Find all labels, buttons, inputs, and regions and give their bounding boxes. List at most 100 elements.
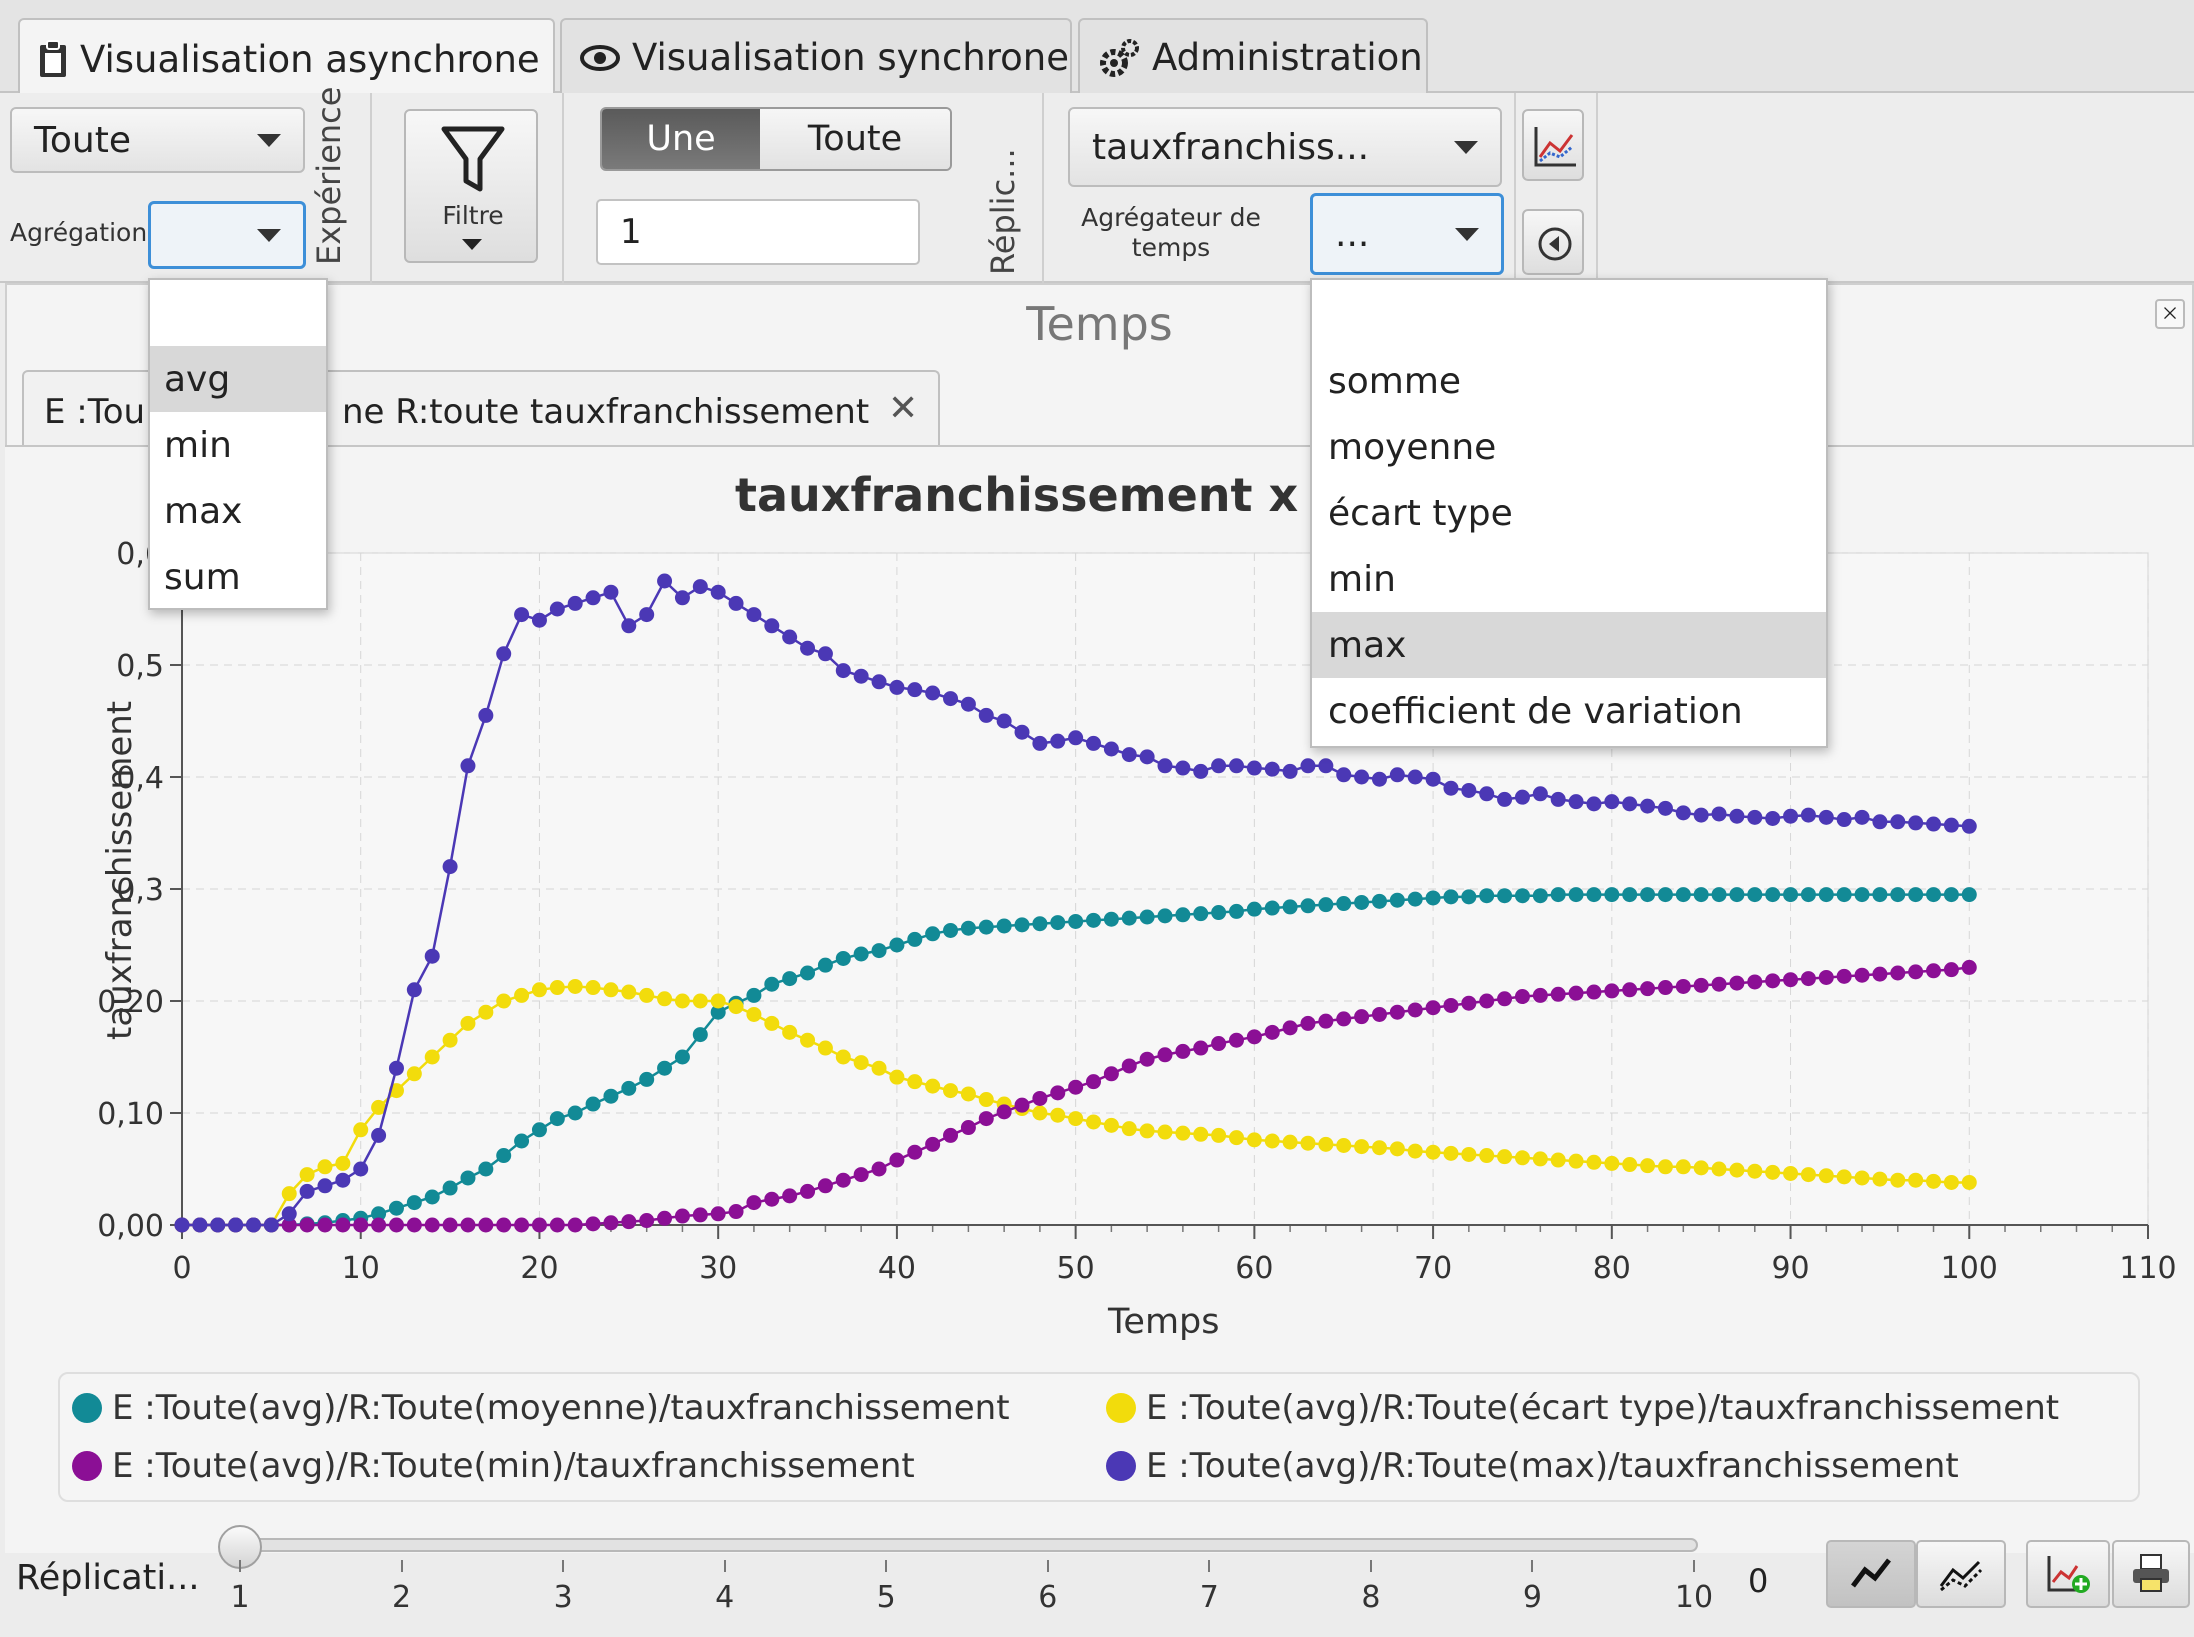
add-chart-icon [2047, 1556, 2090, 1593]
data-point [1318, 1136, 1334, 1152]
panel-collapse-button[interactable]: ⨉ [2155, 299, 2185, 329]
printer-icon [2133, 1554, 2169, 1592]
replication-input[interactable]: 1 [596, 199, 920, 265]
data-point [1157, 908, 1173, 924]
dropdown-item-moyenne[interactable]: moyenne [1328, 426, 1497, 468]
data-point [460, 1170, 476, 1186]
dropdown-item-somme[interactable]: somme [1328, 360, 1462, 402]
data-point [1943, 1174, 1959, 1190]
tab-administration[interactable]: Administration [1078, 18, 1428, 95]
time-aggregator-combo[interactable]: ... [1310, 193, 1504, 275]
data-point [531, 1122, 547, 1138]
data-point [1550, 986, 1566, 1002]
data-point [1854, 809, 1870, 825]
slider-value: 0 [1748, 1562, 1769, 1600]
data-point [1389, 1141, 1405, 1157]
print-button[interactable] [2112, 1540, 2190, 1608]
data-point [1854, 1170, 1870, 1186]
data-point [835, 1049, 851, 1065]
data-point [1568, 887, 1584, 903]
slider-tick-label: 5 [876, 1580, 896, 1615]
scatter-mode-button[interactable] [1916, 1540, 2006, 1608]
data-point [567, 1217, 583, 1233]
slider-label: Réplicati... [16, 1558, 200, 1598]
data-point [674, 590, 690, 606]
aggregation-combo[interactable] [148, 201, 306, 269]
data-point [1622, 982, 1638, 998]
data-point [1086, 912, 1102, 928]
dropdown-item-sum[interactable]: sum [164, 556, 241, 598]
tab-sync-visualisation[interactable]: Visualisation synchrone [560, 18, 1072, 95]
x-tick-label: 50 [1057, 1251, 1095, 1286]
data-point [639, 1071, 655, 1087]
filter-button[interactable]: Filtre [404, 109, 538, 263]
data-point [1121, 1058, 1137, 1074]
data-point [1604, 887, 1620, 903]
data-point [585, 1216, 601, 1232]
chart-type-button[interactable] [1522, 109, 1584, 181]
dropdown-item-max[interactable]: max [164, 490, 243, 532]
x-tick-label: 30 [699, 1251, 737, 1286]
data-point [192, 1217, 208, 1233]
dropdown-item-ecart-type[interactable]: écart type [1328, 492, 1513, 534]
line-mode-button[interactable] [1826, 1540, 1916, 1608]
data-point [1675, 887, 1691, 903]
data-point [1568, 985, 1584, 1001]
collapse-button[interactable] [1522, 209, 1584, 275]
data-point [1657, 800, 1673, 816]
dropdown-item-empty[interactable] [150, 280, 326, 346]
data-point [1514, 888, 1530, 904]
time-aggregator-label-line2: temps [1131, 233, 1211, 262]
data-point [1264, 900, 1280, 916]
close-icon[interactable]: ✕ [888, 388, 919, 429]
data-point [1604, 983, 1620, 999]
slider-tick [1369, 1560, 1372, 1572]
dropdown-item-max[interactable]: max [1312, 612, 1826, 678]
y-tick-label: 0,20 [97, 985, 164, 1020]
data-point [1014, 1097, 1030, 1113]
data-point [1193, 906, 1209, 922]
tab-async-visualisation[interactable]: Visualisation asynchrone [18, 18, 555, 98]
slider-tick-label: 1 [230, 1580, 250, 1615]
data-point [317, 1159, 333, 1175]
experience-combo[interactable]: Toute [10, 107, 305, 173]
data-point [388, 1060, 404, 1076]
data-point [1086, 1074, 1102, 1090]
data-point [1872, 814, 1888, 830]
toggle-one-button[interactable]: Une [602, 109, 760, 169]
add-chart-button[interactable] [2026, 1540, 2110, 1608]
data-point [1300, 758, 1316, 774]
data-point [621, 984, 637, 1000]
data-point [585, 1096, 601, 1112]
data-point [1103, 1066, 1119, 1082]
data-point [1532, 1151, 1548, 1167]
data-point [782, 1188, 798, 1204]
data-point [1854, 967, 1870, 983]
data-point [371, 1099, 387, 1115]
time-aggregator-value: ... [1335, 213, 1370, 255]
replication-slider-track[interactable] [238, 1538, 1698, 1552]
data-point [1711, 887, 1727, 903]
dropdown-item-min[interactable]: min [1328, 558, 1396, 600]
dropdown-item-min[interactable]: min [164, 424, 232, 466]
data-point [299, 1217, 315, 1233]
data-point [1675, 978, 1691, 994]
data-point [1908, 887, 1924, 903]
x-tick-label: 90 [1771, 1251, 1809, 1286]
dropdown-item-coefficient-de-variation[interactable]: coefficient de variation [1328, 690, 1743, 732]
data-point [889, 1152, 905, 1168]
data-point [1926, 887, 1942, 903]
toggle-all-button[interactable]: Toute [760, 109, 950, 169]
variable-combo[interactable]: tauxfranchiss... [1068, 107, 1502, 187]
dropdown-item-avg[interactable]: avg [150, 346, 326, 412]
chevron-down-icon [257, 229, 281, 242]
line-icon [1851, 1558, 1891, 1588]
data-point [1908, 964, 1924, 980]
data-point [817, 1178, 833, 1194]
data-point [1014, 917, 1030, 933]
data-point [1961, 818, 1977, 834]
data-point [621, 1214, 637, 1230]
data-point [1050, 915, 1066, 931]
data-point [371, 1127, 387, 1143]
data-point [1479, 786, 1495, 802]
